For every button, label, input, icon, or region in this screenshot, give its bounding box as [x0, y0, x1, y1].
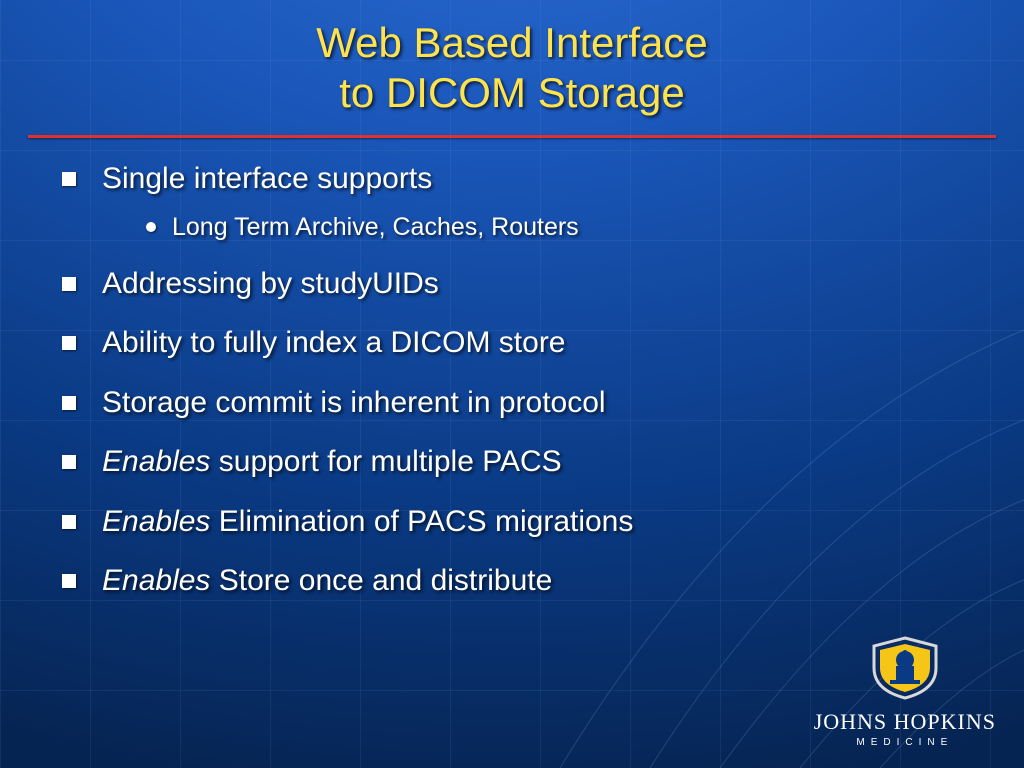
bullet-emphasis: Enables — [102, 564, 210, 597]
bullet-text: Ability to fully index a DICOM store — [102, 326, 566, 359]
bullet-emphasis: Enables — [102, 505, 210, 538]
bullet-item: Storage commit is inherent in protocol — [62, 384, 974, 422]
bullet-item: Enables Elimination of PACS migrations — [62, 503, 974, 541]
slide-title: Web Based Interface to DICOM Storage — [0, 0, 1024, 127]
sub-bullet-text: Long Term Archive, Caches, Routers — [172, 213, 579, 241]
title-line-2: to DICOM Storage — [0, 68, 1024, 118]
bullet-item: Addressing by studyUIDs — [62, 265, 974, 303]
bullet-text: Single interface supports — [102, 162, 432, 195]
bullet-text: Storage commit is inherent in protocol — [102, 386, 606, 419]
bullet-text: support for multiple PACS — [210, 445, 561, 478]
bullet-text: Elimination of PACS migrations — [210, 505, 633, 538]
bullet-text: Store once and distribute — [210, 564, 552, 597]
sub-bullet-item: Long Term Archive, Caches, Routers — [102, 212, 974, 243]
logo-name: JOHNS HOPKINS — [814, 709, 996, 735]
johns-hopkins-logo: JOHNS HOPKINS MEDICINE — [814, 636, 996, 748]
title-line-1: Web Based Interface — [0, 18, 1024, 68]
bullet-item: Ability to fully index a DICOM store — [62, 324, 974, 362]
shield-icon — [866, 636, 944, 700]
bullet-item: Single interface supports Long Term Arch… — [62, 160, 974, 243]
logo-subtitle: MEDICINE — [814, 737, 996, 748]
bullet-emphasis: Enables — [102, 445, 210, 478]
bullet-item: Enables Store once and distribute — [62, 562, 974, 600]
bullet-item: Enables support for multiple PACS — [62, 443, 974, 481]
bullet-text: Addressing by studyUIDs — [102, 267, 439, 300]
slide-body: Single interface supports Long Term Arch… — [0, 138, 1024, 600]
